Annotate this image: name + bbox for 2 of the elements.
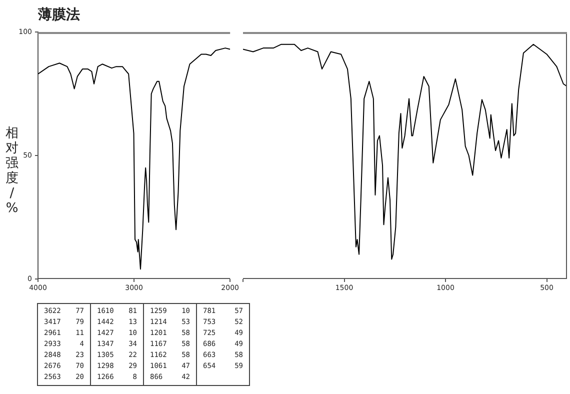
chart-title: 薄膜法 (38, 6, 80, 24)
y-axis-title: 相对强度/% (4, 126, 20, 216)
